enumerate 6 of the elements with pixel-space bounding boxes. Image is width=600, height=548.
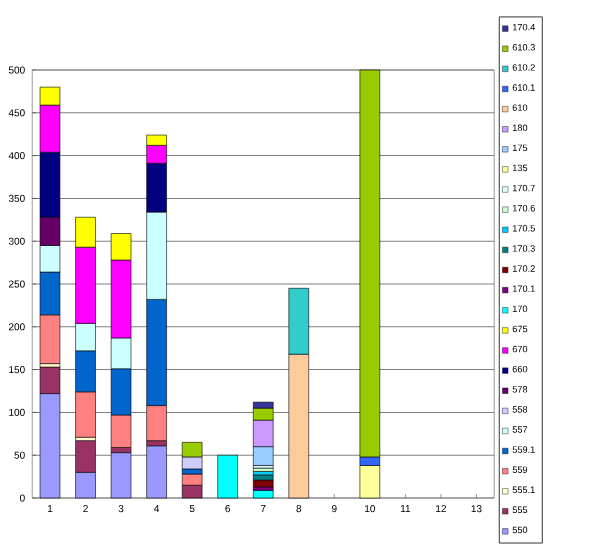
bar: [252, 474, 274, 481]
bar: [359, 465, 381, 499]
bar: [146, 445, 167, 499]
bar: [217, 454, 238, 499]
bar: [359, 69, 381, 458]
bar: [110, 452, 132, 499]
